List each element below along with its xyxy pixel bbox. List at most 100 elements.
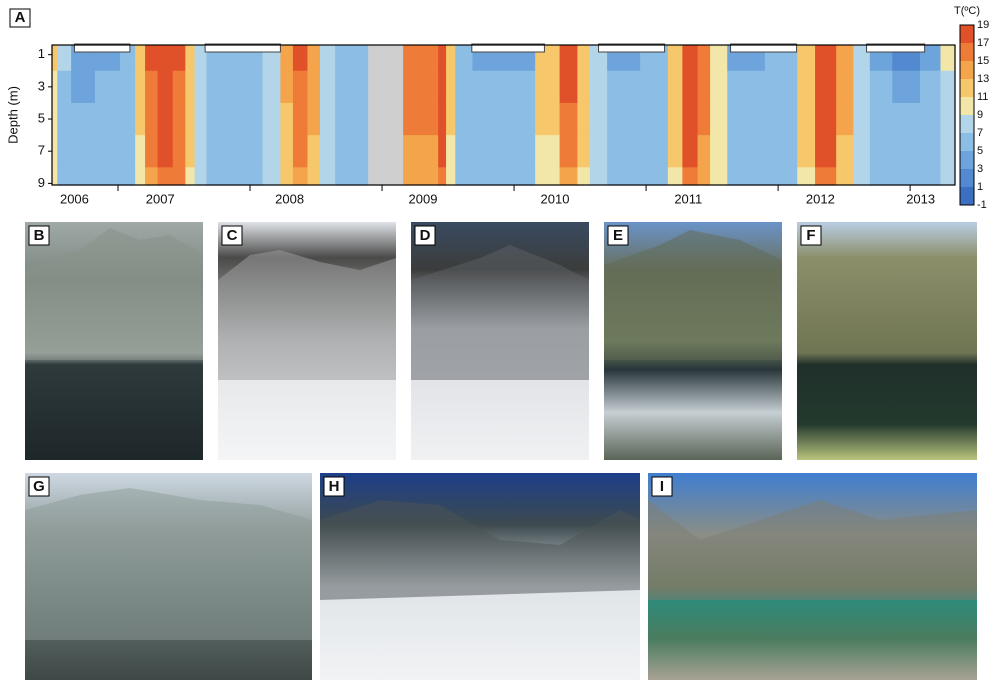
heat-cell: [158, 135, 174, 168]
heat-cell: [765, 103, 798, 136]
heat-cell: [853, 135, 870, 168]
heat-cell: [307, 103, 320, 136]
heat-cell: [710, 71, 728, 104]
heat-cell: [640, 167, 668, 185]
heat-cell: [355, 167, 369, 185]
heat-cell: [836, 71, 854, 104]
heat-cell: [560, 71, 578, 104]
heat-cell: [797, 71, 815, 104]
heat-cell: [335, 167, 355, 185]
heat-cell: [185, 135, 195, 168]
heat-cell: [52, 45, 58, 71]
heat-cell: [145, 103, 158, 136]
heat-cell: [668, 103, 683, 136]
heat-cell: [682, 45, 698, 71]
colorbar-label: 19: [977, 19, 989, 31]
heat-cell: [293, 71, 308, 104]
heat-cell: [320, 135, 336, 168]
heat-cell: [797, 45, 815, 71]
heat-cell: [135, 103, 146, 136]
heat-cell: [195, 71, 207, 104]
colorbar-band: [960, 115, 974, 133]
mountain: [218, 250, 396, 380]
heat-cell: [682, 167, 698, 185]
heat-cell: [815, 103, 837, 136]
heat-cell: [698, 167, 711, 185]
heat-cell: [455, 167, 473, 185]
heat-cell: [307, 71, 320, 104]
heat-cell: [335, 103, 355, 136]
colorbar-label: 7: [977, 127, 983, 139]
heat-cell: [320, 71, 336, 104]
colorbar-band: [960, 79, 974, 97]
heat-cell: [403, 167, 439, 185]
heat-cell: [71, 135, 95, 168]
heat-cell: [560, 45, 578, 71]
heat-cell: [368, 135, 404, 168]
colorbar-band: [960, 61, 974, 79]
heat-cell: [173, 103, 186, 136]
heat-cell: [206, 71, 232, 104]
colorbar-label: 3: [977, 163, 983, 175]
colorbar-title: T(ºC): [954, 5, 980, 17]
colorbar-band: [960, 25, 974, 43]
heat-cell: [892, 71, 920, 104]
heat-cell: [57, 167, 71, 185]
heat-cell: [577, 71, 590, 104]
heat-cell: [892, 167, 920, 185]
heat-cell: [195, 167, 207, 185]
figure: A Depth (m) T(ºC) 1357920062007200820092…: [0, 0, 1000, 680]
colorbar-label: 5: [977, 145, 983, 157]
heat-cell: [836, 135, 854, 168]
heat-cell: [607, 71, 641, 104]
heat-cell: [135, 135, 146, 168]
heat-cell: [368, 167, 404, 185]
heat-cell: [472, 103, 503, 136]
colorbar-band: [960, 187, 974, 205]
heat-cell: [120, 71, 136, 104]
heat-cell: [438, 135, 447, 168]
heat-cell: [335, 45, 355, 71]
heat-cell: [560, 135, 578, 168]
heat-cell: [195, 135, 207, 168]
y-tick-label: 3: [38, 78, 45, 93]
y-tick-label: 7: [38, 143, 45, 158]
x-tick-label: 2010: [541, 191, 570, 206]
heat-cell: [668, 167, 683, 185]
heat-cell: [95, 135, 121, 168]
x-tick-label: 2008: [275, 191, 304, 206]
y-tick-label: 1: [38, 46, 45, 61]
heat-cell: [870, 167, 893, 185]
heat-cell: [335, 71, 355, 104]
heat-cell: [797, 135, 815, 168]
heat-cell: [52, 167, 58, 185]
heat-cell: [307, 167, 320, 185]
heat-cell: [446, 71, 456, 104]
heat-cell: [455, 103, 473, 136]
heat-cell: [438, 167, 447, 185]
heat-cell: [263, 103, 281, 136]
heat-cell: [698, 71, 711, 104]
heat-cell: [455, 45, 473, 71]
heat-cell: [727, 167, 765, 185]
heat-cell: [682, 71, 698, 104]
colorbar-band: [960, 169, 974, 187]
x-tick-label: 2006: [60, 191, 89, 206]
colorbar-band: [960, 133, 974, 151]
heat-cell: [836, 103, 854, 136]
heat-cell: [853, 71, 870, 104]
heat-cell: [765, 135, 798, 168]
colorbar-label: 9: [977, 109, 983, 121]
colorbar-label: 13: [977, 73, 989, 85]
heat-cell: [815, 167, 837, 185]
heat-cell: [438, 71, 447, 104]
heat-cell: [640, 103, 668, 136]
colorbar-band: [960, 97, 974, 115]
heat-cell: [232, 103, 263, 136]
photo-letter: E: [613, 227, 623, 244]
heat-cell: [535, 167, 560, 185]
heat-cell: [560, 167, 578, 185]
heat-cell: [57, 71, 71, 104]
heat-cell: [71, 71, 95, 104]
heat-cell: [940, 103, 955, 136]
